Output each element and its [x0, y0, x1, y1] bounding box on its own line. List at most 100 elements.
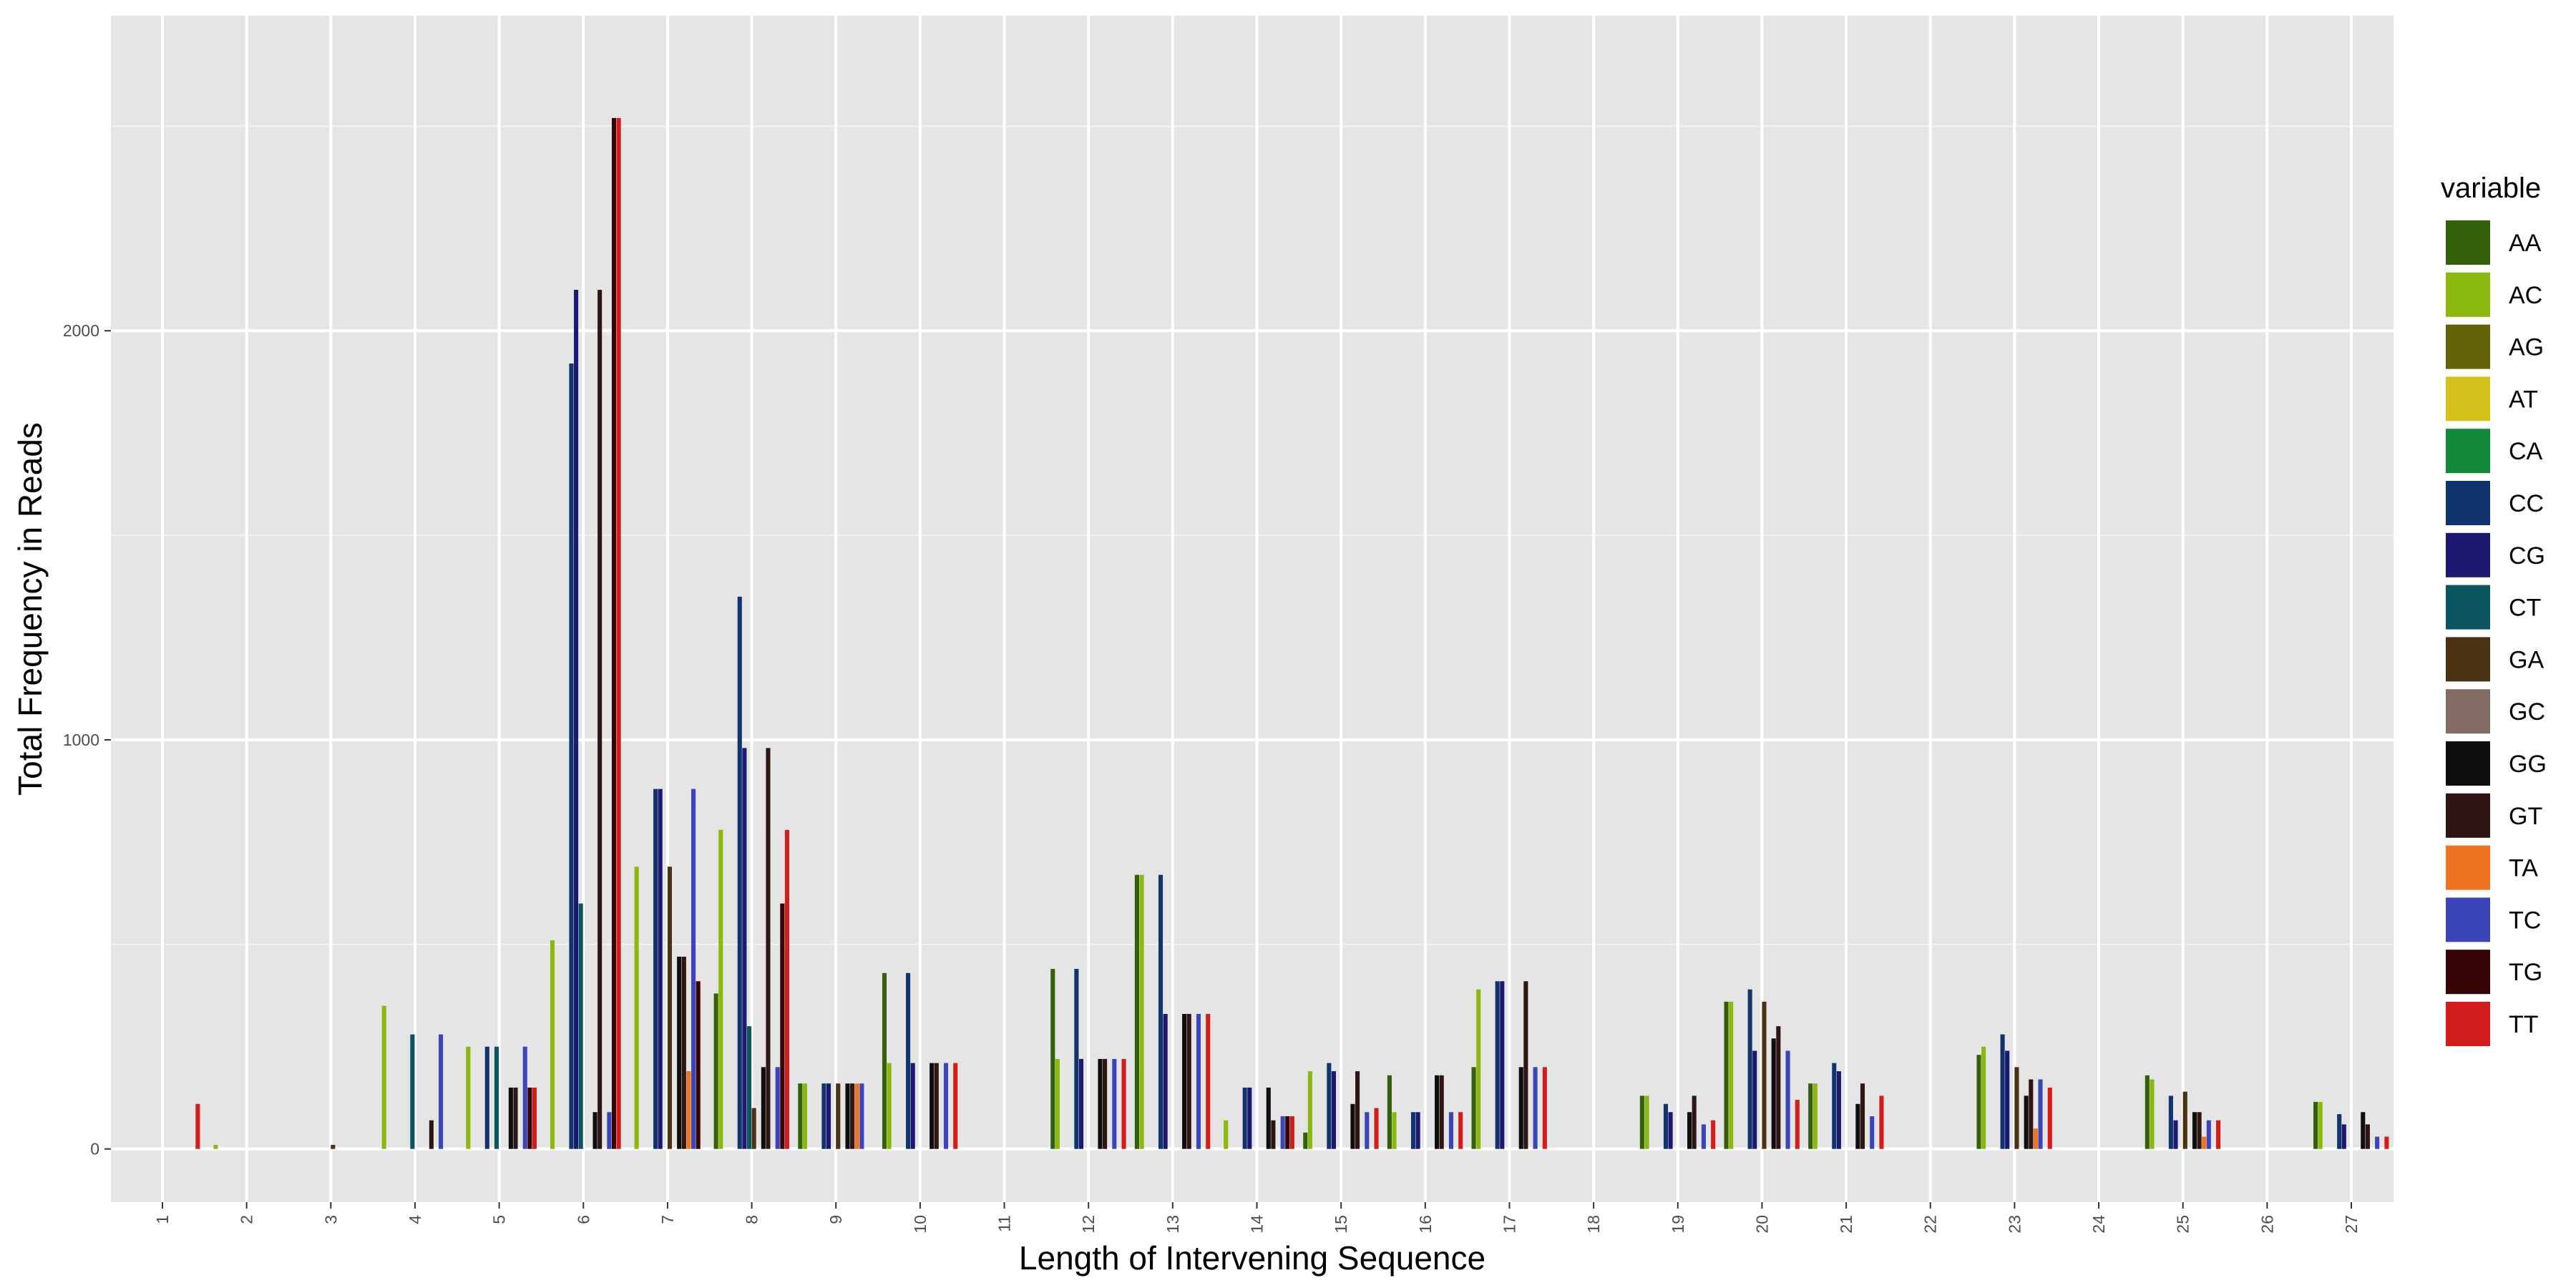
bar — [1182, 1014, 1187, 1149]
bar — [1355, 1071, 1360, 1149]
x-tick-label: 1 — [153, 1215, 172, 1224]
bar — [1387, 1075, 1392, 1149]
x-tick-label: 3 — [321, 1215, 340, 1224]
bar — [574, 290, 579, 1149]
bar — [1458, 1112, 1463, 1149]
bar — [1644, 1096, 1649, 1149]
bar — [1771, 1038, 1776, 1149]
bar — [1121, 1058, 1126, 1149]
bar — [691, 789, 696, 1149]
bar — [910, 1063, 915, 1149]
y-tick-label: 0 — [90, 1140, 99, 1158]
bar — [2150, 1079, 2155, 1149]
legend-key — [2444, 270, 2492, 318]
bar — [850, 1083, 855, 1149]
bar — [532, 1087, 537, 1149]
bar — [1639, 1096, 1644, 1149]
bar — [1808, 1083, 1813, 1149]
bar — [696, 981, 701, 1149]
x-tick-label: 11 — [995, 1215, 1014, 1232]
plot-background — [111, 16, 2394, 1202]
bar — [2192, 1112, 2197, 1149]
bar — [1762, 1001, 1767, 1149]
bar — [2318, 1101, 2323, 1149]
bar — [1795, 1100, 1800, 1149]
bar — [1289, 1116, 1294, 1149]
legend-label: GT — [2509, 803, 2542, 830]
bar — [410, 1034, 415, 1149]
bar — [1078, 1058, 1084, 1149]
bar — [1836, 1071, 1841, 1149]
x-axis-title: Length of Intervening Sequence — [1019, 1239, 1485, 1277]
bar — [1307, 1071, 1312, 1149]
x-tick-label: 7 — [658, 1215, 677, 1224]
bar — [213, 1144, 218, 1149]
bar — [1448, 1112, 1453, 1149]
bar — [1542, 1067, 1547, 1149]
bar — [761, 1067, 766, 1149]
bar — [592, 1112, 597, 1149]
bar — [2365, 1124, 2370, 1149]
bar — [1439, 1075, 1444, 1149]
bar — [836, 1083, 841, 1149]
bar — [798, 1083, 803, 1149]
bar — [1870, 1116, 1875, 1149]
legend-key — [2444, 791, 2492, 839]
bar — [2038, 1079, 2043, 1149]
bar — [737, 596, 742, 1149]
bar — [2005, 1050, 2010, 1149]
y-axis: 0 1000 2000 — [63, 321, 111, 1158]
legend-key — [2444, 375, 2492, 423]
bar — [930, 1063, 935, 1149]
bar — [616, 117, 621, 1149]
bar — [597, 290, 602, 1149]
x-tick-label: 21 — [1837, 1215, 1855, 1234]
bar — [2206, 1120, 2211, 1149]
bar — [2313, 1101, 2318, 1149]
bar — [331, 1144, 336, 1149]
bar — [943, 1063, 949, 1149]
bar — [1158, 874, 1163, 1149]
bar — [1752, 1050, 1757, 1149]
bar — [1435, 1075, 1440, 1149]
bar — [1776, 1026, 1781, 1149]
bar — [906, 972, 911, 1149]
bar — [1247, 1087, 1252, 1149]
legend-label: AT — [2509, 386, 2538, 413]
bar — [1186, 1014, 1191, 1149]
bar — [522, 1046, 527, 1149]
bar — [1495, 981, 1500, 1149]
bar — [2168, 1096, 2173, 1149]
x-tick-label: 24 — [2089, 1215, 2108, 1234]
bar — [1663, 1103, 1669, 1149]
bar — [667, 867, 673, 1149]
x-tick-label: 22 — [1921, 1215, 1940, 1234]
bar — [2029, 1079, 2034, 1149]
bar — [1050, 969, 1055, 1149]
bar — [713, 993, 718, 1149]
bar — [1855, 1103, 1860, 1149]
bar — [859, 1083, 864, 1149]
x-tick-label: 8 — [743, 1215, 761, 1224]
x-tick-label: 6 — [574, 1215, 592, 1224]
x-axis: 1 2 3 4 5 6 7 8 9 10 11 12 13 14 15 16 17 18 19 20 21 22 23 24 2… — [153, 1202, 2361, 1234]
legend-key — [2444, 219, 2492, 266]
bar — [494, 1046, 499, 1149]
x-tick-label: 20 — [1752, 1215, 1771, 1234]
bar — [826, 1083, 831, 1149]
legend-label: CC — [2509, 490, 2544, 517]
bar — [1523, 981, 1528, 1149]
bar — [934, 1063, 939, 1149]
bar — [1206, 1014, 1211, 1149]
bar — [2337, 1114, 2342, 1149]
bar — [2033, 1128, 2038, 1149]
bar — [1476, 989, 1481, 1149]
bar — [2000, 1034, 2005, 1149]
x-tick-label: 25 — [2174, 1215, 2192, 1234]
x-tick-label: 5 — [490, 1215, 509, 1224]
x-tick-label: 19 — [1669, 1215, 1687, 1234]
x-tick-label: 27 — [2342, 1215, 2361, 1234]
bar — [887, 1063, 892, 1149]
bar — [381, 1005, 386, 1149]
bar — [686, 1071, 691, 1149]
